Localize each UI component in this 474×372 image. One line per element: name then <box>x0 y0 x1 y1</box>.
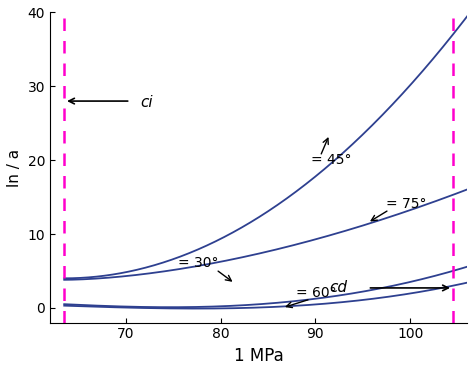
Text: = 45°: = 45° <box>310 153 351 167</box>
Text: cd: cd <box>329 280 347 295</box>
Text: = 60°: = 60° <box>296 286 337 300</box>
Text: ci: ci <box>140 95 153 110</box>
Text: = 30°: = 30° <box>178 256 219 270</box>
Text: = 75°: = 75° <box>386 197 427 211</box>
Y-axis label: ln / a: ln / a <box>7 148 22 187</box>
X-axis label: 1 MPa: 1 MPa <box>234 347 283 365</box>
